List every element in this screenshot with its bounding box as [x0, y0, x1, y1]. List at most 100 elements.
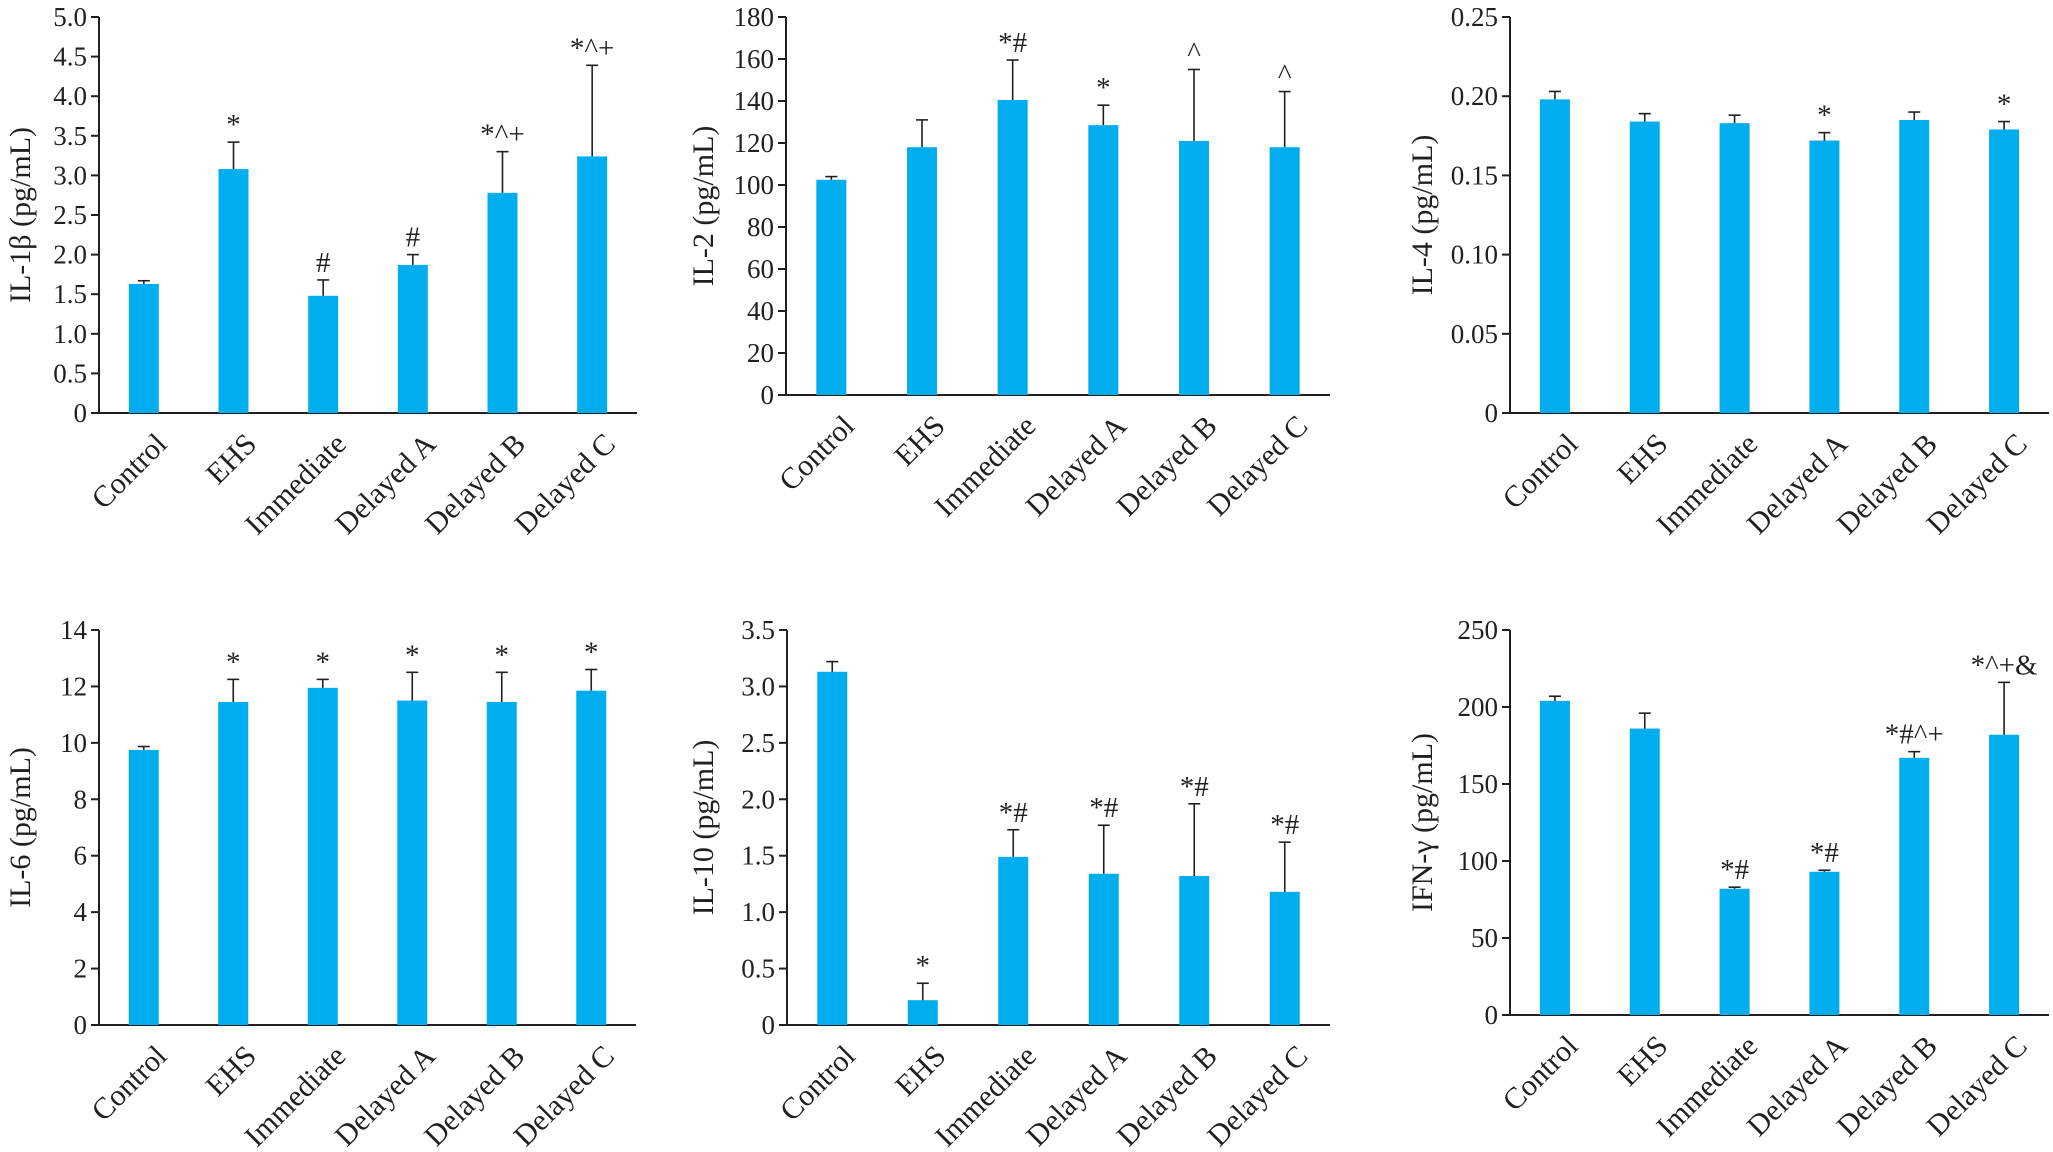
- x-tick-label: Delayed C: [1201, 1039, 1314, 1152]
- x-tick-label: EHS: [199, 1039, 262, 1102]
- significance-mark: *: [1817, 100, 1832, 132]
- x-tick-label: EHS: [889, 1039, 952, 1102]
- significance-mark: *#: [999, 797, 1028, 829]
- significance-mark: *: [916, 950, 931, 982]
- y-tick-label: 2.0: [53, 240, 87, 270]
- y-tick-label: 4: [74, 897, 88, 927]
- y-axis-label: IL-10 (pg/mL): [687, 740, 720, 916]
- x-tick-label: Control: [85, 427, 173, 515]
- bar-delayed-c: [1989, 734, 2020, 1015]
- bar-ehs: [907, 1000, 938, 1025]
- y-axis-label: IFN-γ (pg/mL): [1406, 733, 1439, 912]
- significance-mark: *#: [1720, 854, 1749, 886]
- significance-mark: *: [495, 639, 510, 671]
- y-tick-label: 0.15: [1451, 160, 1498, 190]
- y-tick-label: 1.0: [53, 319, 87, 349]
- y-tick-label: 4.5: [53, 42, 87, 72]
- significance-mark: *: [316, 646, 331, 678]
- significance-mark: *: [1997, 89, 2012, 121]
- y-tick-label: 200: [1458, 692, 1499, 722]
- y-axis-label: IL-1β (pg/mL): [4, 127, 37, 303]
- bar-delayed-a: [397, 700, 428, 1025]
- bar-delayed-a: [397, 264, 428, 413]
- significance-mark: ^: [1278, 59, 1292, 91]
- y-tick-label: 100: [734, 170, 775, 200]
- bar-delayed-b: [487, 192, 518, 413]
- y-axis-label: IL-6 (pg/mL): [4, 747, 37, 908]
- x-tick-label: Control: [85, 1039, 173, 1127]
- bar-ehs: [218, 169, 249, 413]
- y-tick-label: 5.0: [53, 2, 87, 32]
- y-tick-label: 1.0: [741, 897, 775, 927]
- chart-panel-1: 0 0.5 1.0 1.5 2.0 2.5 3.0 3.5 4.0 4.5 5.0 IL-1β (pg…: [4, 2, 637, 541]
- y-tick-label: 0: [1485, 398, 1499, 428]
- significance-mark: *: [405, 639, 420, 671]
- y-tick-label: 20: [747, 338, 774, 368]
- bar-immediate: [1719, 888, 1750, 1015]
- y-tick-label: 80: [747, 212, 774, 242]
- y-tick-label: 8: [74, 784, 88, 814]
- y-tick-label: 50: [1471, 923, 1498, 953]
- significance-mark: *: [1096, 72, 1111, 104]
- bar-immediate: [308, 295, 339, 413]
- bar-control: [817, 671, 848, 1025]
- significance-mark: *^+: [570, 32, 614, 64]
- bar-immediate: [998, 856, 1029, 1025]
- y-tick-label: 2.5: [53, 200, 87, 230]
- significance-mark: ^: [1187, 37, 1201, 69]
- bar-immediate: [997, 99, 1028, 395]
- y-tick-label: 4.0: [53, 81, 87, 111]
- bar-delayed-b: [1899, 119, 1930, 414]
- significance-mark: *#: [1810, 837, 1839, 869]
- x-tick-label: Control: [1496, 1029, 1584, 1117]
- bar-delayed-c: [577, 156, 608, 413]
- x-tick-label: Control: [774, 1039, 862, 1127]
- y-tick-label: 160: [734, 44, 775, 74]
- y-tick-label: 3.0: [741, 671, 775, 701]
- bar-control: [128, 283, 159, 413]
- y-tick-label: 0: [74, 398, 88, 428]
- y-tick-label: 0: [762, 1010, 776, 1040]
- y-tick-label: 100: [1458, 846, 1499, 876]
- y-tick-label: 0.05: [1451, 319, 1498, 349]
- bar-delayed-a: [1088, 873, 1119, 1025]
- y-tick-label: 0: [761, 380, 775, 410]
- x-tick-label: EHS: [1611, 1029, 1674, 1092]
- y-axis-label: IL-2 (pg/mL): [687, 126, 720, 287]
- y-axis-label: IL-4 (pg/mL): [1406, 135, 1439, 296]
- significance-mark: *^+: [480, 119, 524, 151]
- y-tick-label: 60: [747, 254, 774, 284]
- bar-ehs: [1629, 728, 1660, 1015]
- y-tick-label: 120: [734, 128, 775, 158]
- bar-delayed-c: [576, 690, 607, 1025]
- y-tick-label: 0.10: [1451, 240, 1498, 270]
- chart-panel-5: 0 0.5 1.0 1.5 2.0 2.5 3.0 3.5 IL-10 (pg/mL) Contr…: [687, 615, 1330, 1152]
- y-tick-label: 0: [1485, 1000, 1499, 1030]
- chart-panel-6: 0 50 100 150 200 250 IFN-γ (pg/mL) Control EHS *#…: [1406, 615, 2049, 1143]
- bar-control: [1539, 700, 1570, 1015]
- bar-control: [1539, 99, 1570, 414]
- y-tick-label: 250: [1458, 615, 1499, 645]
- bar-immediate: [307, 687, 338, 1025]
- significance-mark: *: [226, 646, 241, 678]
- significance-mark: *#: [998, 27, 1027, 59]
- y-tick-label: 2: [74, 954, 88, 984]
- y-tick-label: 40: [747, 296, 774, 326]
- x-tick-label: EHS: [888, 409, 951, 472]
- y-tick-label: 6: [74, 841, 88, 871]
- bar-delayed-b: [1179, 140, 1209, 395]
- y-tick-label: 0.25: [1451, 2, 1498, 32]
- x-tick-label: Control: [1496, 427, 1584, 515]
- significance-mark: *#: [1180, 771, 1209, 803]
- y-tick-label: 0.20: [1451, 81, 1498, 111]
- x-tick-label: Control: [773, 409, 861, 497]
- bar-delayed-b: [1899, 757, 1930, 1015]
- significance-mark: #: [406, 222, 421, 254]
- y-tick-label: 0: [74, 1010, 88, 1040]
- y-tick-label: 12: [60, 671, 87, 701]
- bar-delayed-a: [1088, 125, 1119, 396]
- significance-mark: *^+&: [1971, 649, 2038, 681]
- y-tick-label: 0.5: [741, 954, 775, 984]
